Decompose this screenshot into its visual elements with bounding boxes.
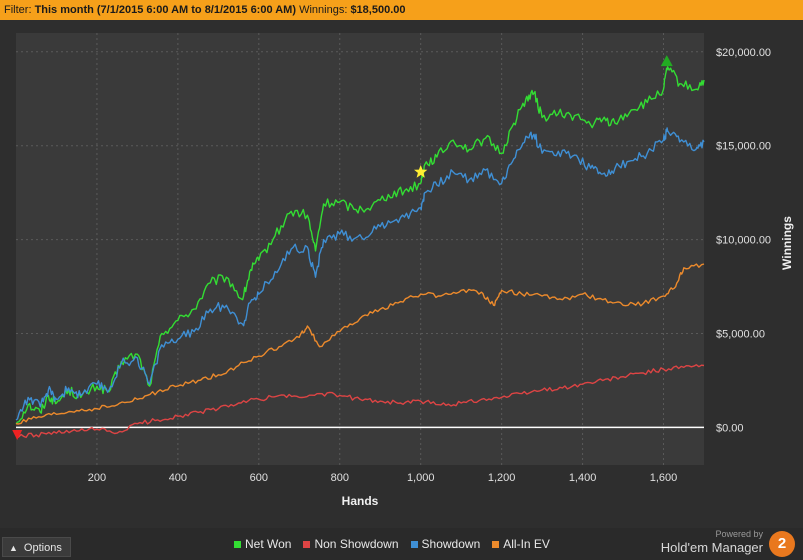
max-marker <box>660 55 673 67</box>
x-tick-label: 1,000 <box>407 472 435 484</box>
legend-swatch <box>234 540 241 548</box>
x-axis-label: Hands <box>342 494 379 508</box>
legend-label: Net Won <box>245 537 292 551</box>
min-marker <box>12 429 23 440</box>
series-line-showdown <box>15 127 705 421</box>
brand-name: Hold'em Manager <box>660 540 763 555</box>
chart-area: 200 400 600 800 1,000 1,200 1,400 1,600 $0.00 $5,… <box>0 20 803 528</box>
series-line-non-showdown <box>15 364 705 439</box>
brand-logo-icon: 2 <box>769 531 795 557</box>
y-tick-label: $15,000.00 <box>716 141 771 153</box>
filter-label: Filter: <box>4 4 32 16</box>
plot-background <box>16 33 704 465</box>
y-tick-label: $20,000.00 <box>716 47 771 59</box>
y-tick-label: $5,000.00 <box>716 329 765 341</box>
x-tick-label: 400 <box>169 472 187 484</box>
x-tick-label: 1,600 <box>650 472 678 484</box>
legend-label: Showdown <box>421 537 481 551</box>
winnings-value: $18,500.00 <box>350 4 406 16</box>
legend-item-showdown[interactable]: Showdown <box>410 536 481 552</box>
legend-item-non-showdown[interactable]: Non Showdown <box>303 536 399 552</box>
chevron-up-icon: ▲ <box>9 543 18 553</box>
legend-item-all-in-ev[interactable]: All-In EV <box>492 536 550 552</box>
legend-swatch <box>303 540 311 548</box>
x-tick-label: 1,200 <box>488 472 516 484</box>
legend-swatch <box>492 540 500 548</box>
legend-item-net-won[interactable]: Net Won <box>234 536 291 552</box>
y-tick-label: $10,000.00 <box>716 235 771 247</box>
y-axis-label: Winnings <box>780 216 794 270</box>
filter-period[interactable]: This month (7/1/2015 6:00 AM to 8/1/2015… <box>34 4 297 16</box>
legend-swatch <box>410 540 418 548</box>
x-tick-label: 1,400 <box>569 472 597 484</box>
star-marker <box>414 165 428 178</box>
chart-legend: Net Won Non Showdown Showdown All-In EV <box>234 536 550 552</box>
x-tick-label: 600 <box>250 472 268 484</box>
winnings-label: Winnings: <box>299 4 348 16</box>
series-line-all-in-ev <box>15 263 705 425</box>
filter-bar: Filter: This month (7/1/2015 6:00 AM to … <box>0 0 803 20</box>
options-label: Options <box>23 542 62 554</box>
options-button[interactable]: ▲ Options <box>2 537 71 557</box>
winnings-chart: 200 400 600 800 1,000 1,200 1,400 1,600 $0.00 $5,… <box>12 33 794 508</box>
legend-label: All-In EV <box>503 537 550 551</box>
powered-by-text: Powered by <box>715 529 763 539</box>
y-tick-label: $0.00 <box>716 422 744 434</box>
x-tick-label: 800 <box>331 472 349 484</box>
brand: Powered by Hold'em Manager 2 <box>661 528 795 560</box>
legend-label: Non Showdown <box>314 537 399 551</box>
x-tick-label: 200 <box>88 472 106 484</box>
footer-bar: ▲ Options Net Won Non Showdown Showdown All-… <box>0 528 803 560</box>
